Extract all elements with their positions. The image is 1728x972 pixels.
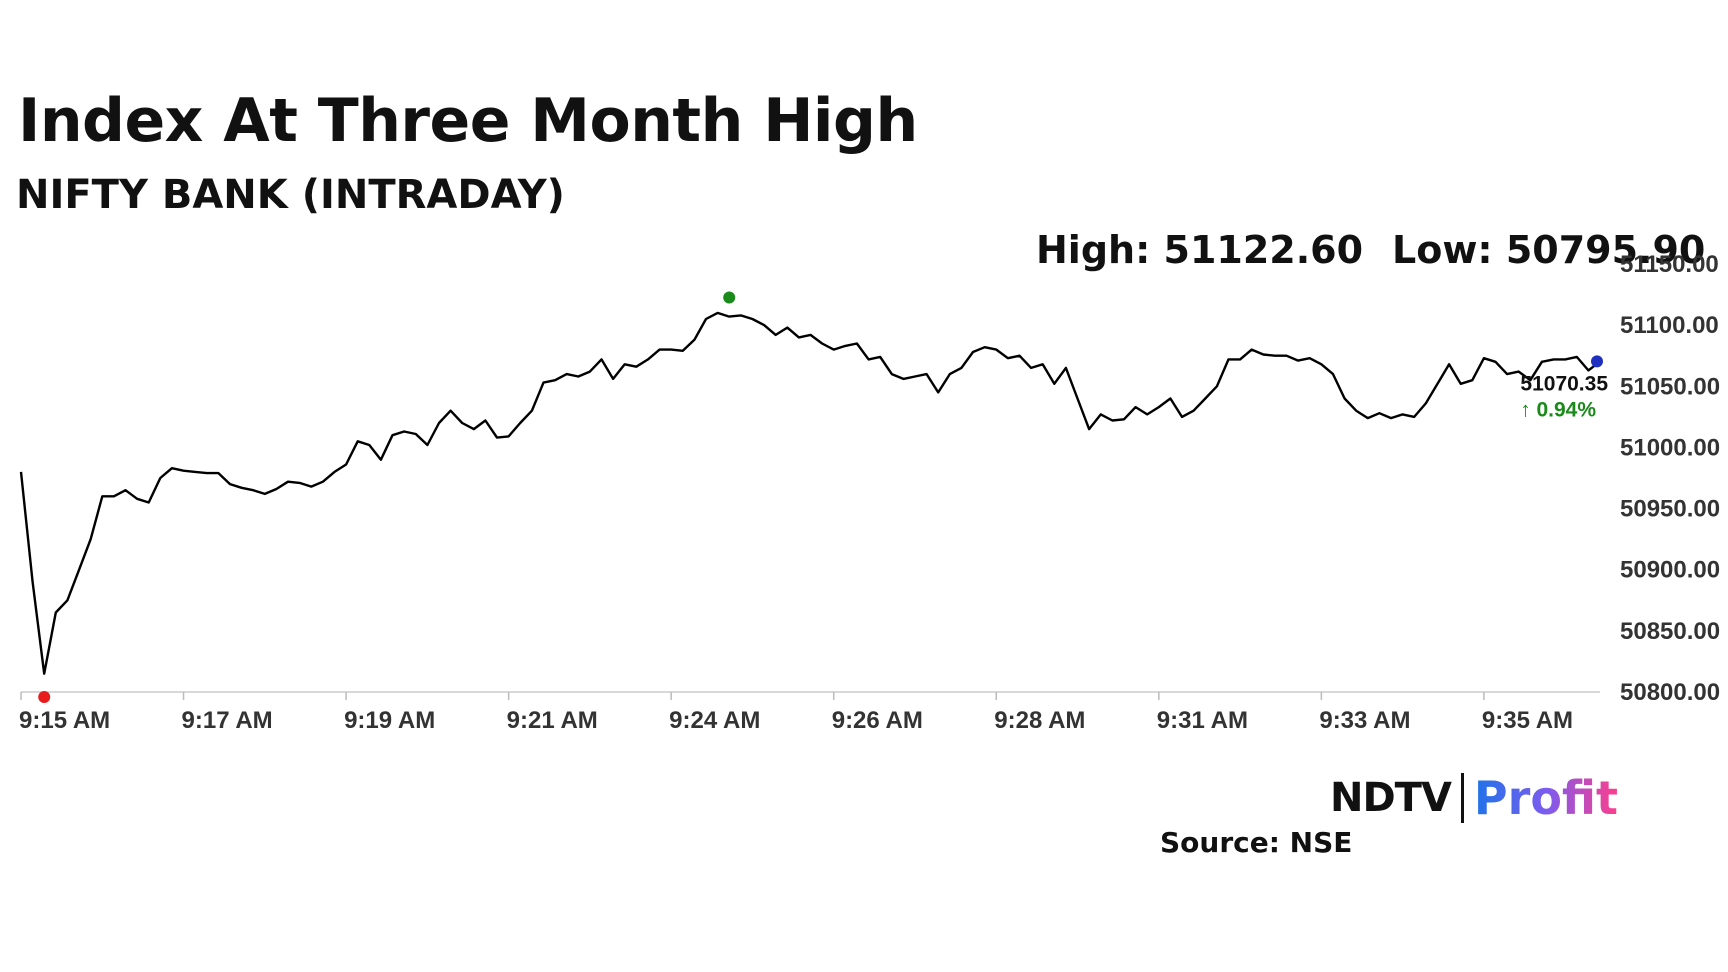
x-tick-label: 9:19 AM [344,707,435,734]
last-label-layer: 51070.35 ↑ 0.94% [1520,372,1608,421]
x-tick-label: 9:28 AM [994,707,1085,734]
y-axis: 51150.00 51100.00 51050.00 51000.00 50950.00… [21,251,1720,706]
marker-layer [38,291,1603,704]
x-tick-label: 9:31 AM [1157,707,1248,734]
logo-profit-text: Profit [1473,771,1619,825]
y-tick-label: 50900.00 [1620,557,1720,584]
chart-title: Index At Three Month High [18,86,918,156]
y-tick-label: 51050.00 [1620,373,1720,400]
y-tick-label: 50800.00 [1620,679,1720,706]
y-tick-label: 50950.00 [1620,496,1720,523]
series-line [19,311,1601,675]
x-tick-label: 9:17 AM [182,707,273,734]
x-tick-label: 9:24 AM [669,707,760,734]
y-tick-label: 51100.00 [1620,312,1719,339]
x-axis: 9:15 AM 9:17 AM 9:19 AM 9:21 AM 9:24 AM 9:26 … [19,692,1573,734]
x-tick-label: 9:15 AM [19,707,110,734]
source-note: Source: NSE [1160,826,1353,859]
series-layer [19,311,1601,675]
x-tick-label: 9:21 AM [507,707,598,734]
high-stat: High: 51122.60 [1036,228,1364,272]
last-point-marker [1591,355,1603,368]
x-tick-label: 9:35 AM [1482,707,1573,734]
logo-divider [1460,773,1464,823]
low-point-marker [38,691,51,704]
last-change-label: ↑ 0.94% [1520,398,1596,421]
y-tick-label: 51000.00 [1620,434,1720,461]
last-value-label: 51070.35 [1520,372,1608,395]
ndtv-profit-logo: NDTV Profit [1330,770,1618,826]
low-stat: Low: 50795.90 [1392,228,1706,272]
x-tick-label: 9:33 AM [1319,707,1410,734]
y-tick-label: 50850.00 [1620,618,1720,645]
x-tick-label: 9:26 AM [832,707,923,734]
logo-ndtv-text: NDTV [1330,775,1452,821]
high-point-marker [723,291,736,304]
y-tick-label: 51150.00 [1620,251,1719,278]
chart-subtitle: NIFTY BANK (INTRADAY) [16,172,565,218]
